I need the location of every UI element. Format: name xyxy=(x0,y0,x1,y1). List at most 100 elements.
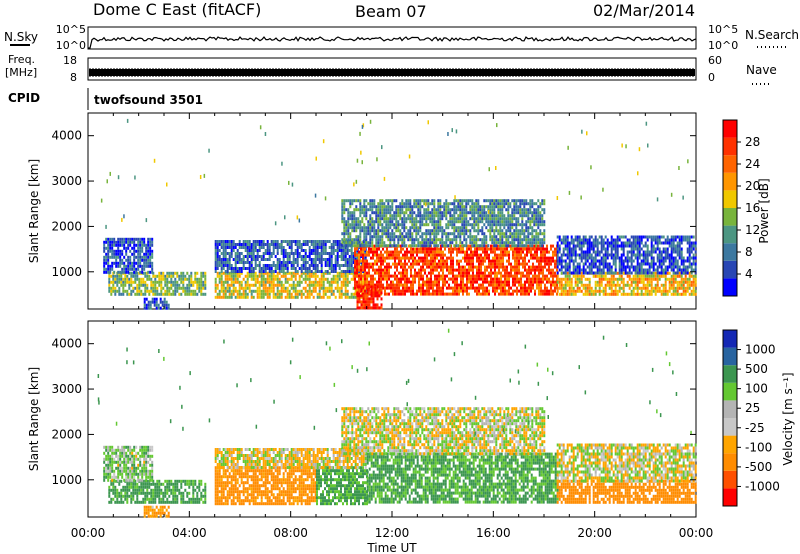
power-cell xyxy=(137,249,140,253)
power-cell xyxy=(166,271,169,275)
power-cell xyxy=(332,249,335,252)
power-cell xyxy=(364,271,366,275)
power-cell xyxy=(476,277,478,281)
power-cell xyxy=(472,271,474,275)
power-cell xyxy=(341,232,344,236)
power-cell xyxy=(527,226,530,230)
power-cell xyxy=(576,289,579,293)
power-cell xyxy=(456,286,458,290)
power-cell xyxy=(433,235,436,239)
power-cell xyxy=(511,238,514,242)
power-cell xyxy=(143,267,146,271)
power-cell xyxy=(518,265,520,269)
power-cell xyxy=(600,274,603,278)
power-cell xyxy=(354,280,356,284)
power-cell xyxy=(425,208,428,212)
power-cell xyxy=(477,208,480,212)
power-cell xyxy=(290,271,293,275)
power-cell xyxy=(304,249,307,252)
power-cell xyxy=(494,292,496,296)
power-cell xyxy=(400,292,402,296)
power-cell xyxy=(610,280,613,284)
power-cell xyxy=(534,253,536,257)
power-cell xyxy=(443,208,446,212)
power-cell xyxy=(127,258,130,262)
power-cell xyxy=(505,241,508,245)
power-cell xyxy=(495,214,498,218)
power-cell xyxy=(504,277,506,281)
power-cell xyxy=(322,277,325,281)
power-cell xyxy=(550,289,552,293)
power-cell xyxy=(346,264,349,267)
power-cell xyxy=(490,247,492,251)
power-cell xyxy=(373,226,376,230)
power-cell xyxy=(358,250,360,254)
power-cell xyxy=(580,277,583,281)
power-cell xyxy=(318,252,321,255)
power-cell xyxy=(533,217,536,221)
power-cell xyxy=(620,274,623,278)
power-cell xyxy=(360,280,363,284)
power-cell xyxy=(375,214,378,218)
power-cell xyxy=(461,199,464,203)
power-cell xyxy=(384,250,386,254)
power-cell xyxy=(308,267,311,270)
power-cell xyxy=(560,271,563,275)
power-cell xyxy=(496,286,498,290)
power-cell xyxy=(414,292,416,296)
power-cell xyxy=(475,223,478,227)
power-cell xyxy=(369,202,372,206)
power-cell xyxy=(186,277,189,281)
power-cell xyxy=(238,252,241,255)
power-cell xyxy=(292,252,295,255)
power-cell xyxy=(522,286,524,290)
power-cell xyxy=(354,253,356,257)
power-cell xyxy=(354,295,357,299)
power-cell xyxy=(646,286,649,290)
power-cell xyxy=(527,241,530,245)
power-cell xyxy=(491,199,494,203)
power-cell xyxy=(149,243,152,247)
power-cell xyxy=(519,214,522,218)
power-cell xyxy=(531,202,534,206)
power-cell xyxy=(220,274,223,278)
power-cell xyxy=(418,289,420,293)
power-cell xyxy=(115,243,118,247)
power-cell xyxy=(512,268,514,272)
power-cell xyxy=(294,267,297,270)
power-cell xyxy=(445,208,448,212)
power-cell xyxy=(294,240,297,243)
power-cell xyxy=(456,289,458,293)
power-cell xyxy=(451,238,454,242)
power-cell xyxy=(515,208,518,212)
power-cell xyxy=(312,264,315,267)
power-cell xyxy=(119,255,122,259)
power-cell xyxy=(454,274,456,278)
power-cell xyxy=(382,262,384,266)
power-cell xyxy=(515,202,518,206)
power-cell xyxy=(266,240,269,243)
power-cell xyxy=(530,265,532,269)
power-cell xyxy=(409,244,412,248)
power-cell xyxy=(276,280,279,284)
power-cell xyxy=(399,229,402,233)
power-cell xyxy=(465,238,468,242)
power-cell xyxy=(425,211,428,215)
power-cell xyxy=(457,199,460,203)
power-cell xyxy=(405,232,408,236)
power-cell xyxy=(274,295,277,299)
power-cell xyxy=(256,255,259,258)
power-cell xyxy=(133,243,136,247)
power-cell xyxy=(405,235,408,239)
power-cell xyxy=(362,256,364,260)
power-cell xyxy=(463,199,466,203)
power-cell xyxy=(194,277,197,281)
power-cell xyxy=(464,274,466,278)
power-cell xyxy=(546,262,548,266)
power-cell xyxy=(492,262,494,266)
power-cell xyxy=(278,277,281,281)
power-cell xyxy=(480,265,482,269)
power-cell xyxy=(312,271,315,275)
power-cell xyxy=(584,286,587,290)
power-cell xyxy=(491,205,494,209)
